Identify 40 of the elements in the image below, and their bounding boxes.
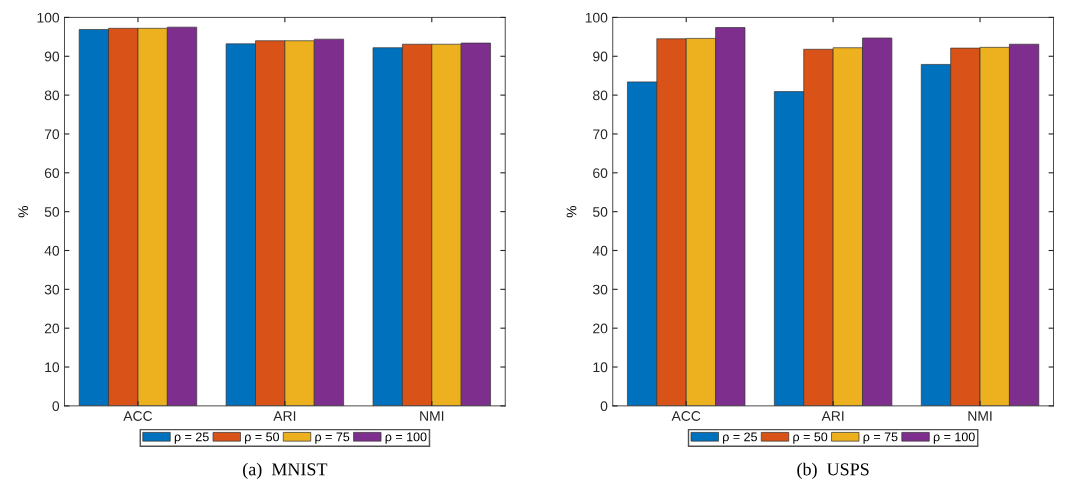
y-tick-label: 0 — [600, 401, 608, 412]
legend-label: ρ = 100 — [933, 432, 975, 444]
y-tick-label: 50 — [593, 206, 608, 217]
y-tick-label: 70 — [44, 129, 60, 140]
y-tick-label: 50 — [44, 206, 60, 217]
x-tick-label: NMI — [968, 411, 992, 421]
x-tick-label: NMI — [420, 411, 444, 421]
y-tick-label: 10 — [593, 362, 608, 373]
y-tick-label: 90 — [593, 51, 608, 62]
text: (a) MNIST — [243, 462, 328, 480]
y-tick-label: 80 — [593, 90, 608, 101]
x-tick-label: ARI — [821, 411, 844, 421]
y-tick-label: 80 — [44, 90, 60, 101]
y-tick-label: 30 — [44, 284, 60, 295]
x-tick-label: ACC — [671, 411, 701, 421]
y-tick-label: 40 — [592, 245, 608, 256]
y-tick-label: 100 — [37, 12, 60, 23]
legend-label: ρ = 75 — [315, 432, 350, 444]
y-tick-label: 70 — [593, 129, 608, 140]
y-tick-label: 60 — [593, 168, 608, 178]
legend-label: ρ = 50 — [245, 432, 280, 444]
y-axis-title: % — [18, 205, 29, 218]
legend-label: ρ = 50 — [793, 432, 828, 444]
y-tick-label: 20 — [44, 323, 60, 334]
y-tick-label: 40 — [44, 245, 60, 256]
x-tick-label: ACC — [123, 411, 153, 421]
y-tick-label: 60 — [44, 168, 60, 178]
legend-label: ρ = 75 — [863, 432, 898, 444]
legend-label: ρ = 25 — [174, 432, 209, 444]
y-axis-title: % — [566, 205, 577, 218]
text: (b) USPS — [797, 462, 869, 480]
y-tick-label: 100 — [585, 12, 608, 23]
y-tick-label: 30 — [592, 284, 608, 295]
y-tick-label: 10 — [45, 362, 60, 373]
y-tick-label: 0 — [52, 401, 60, 412]
legend-label: ρ = 25 — [723, 432, 757, 444]
y-tick-label: 20 — [593, 323, 608, 334]
y-tick-label: 90 — [44, 51, 60, 62]
legend-label: ρ = 100 — [385, 432, 427, 444]
x-tick-label: ARI — [273, 411, 296, 421]
